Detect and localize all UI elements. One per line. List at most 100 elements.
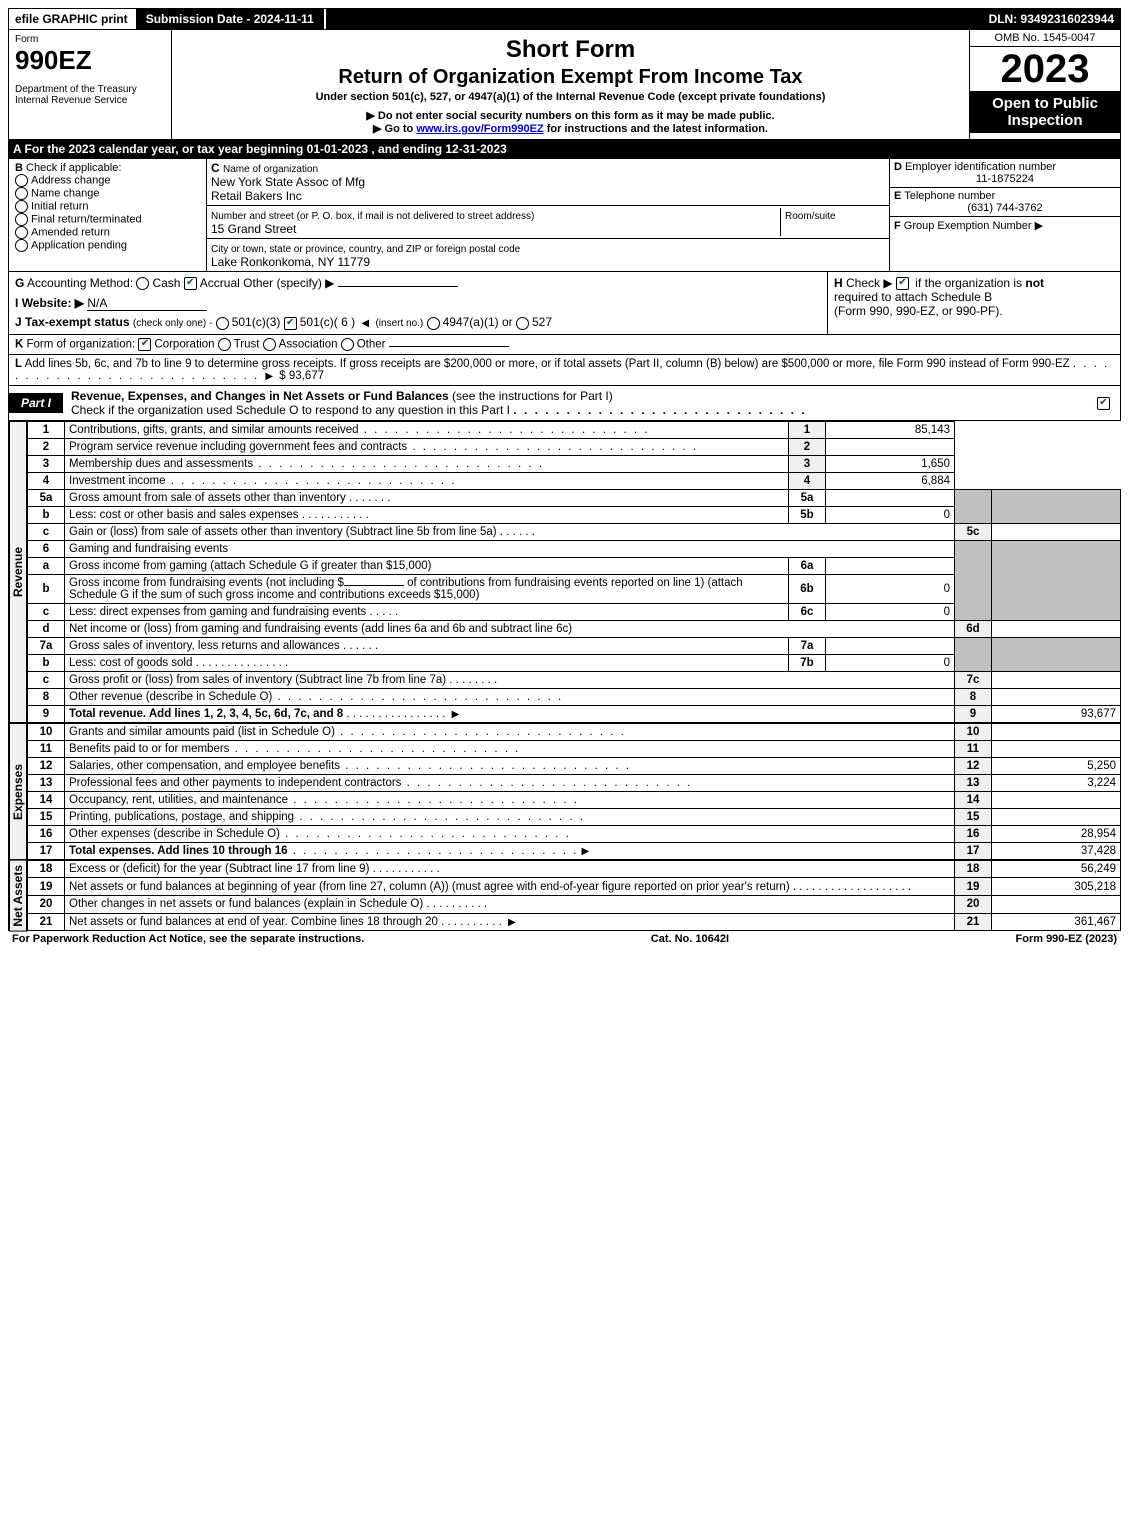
side-label-expenses: Expenses <box>9 723 27 860</box>
c-label: C <box>211 161 220 175</box>
c-room-label: Room/suite <box>785 211 836 222</box>
h-forms: (Form 990, 990-EZ, or 990-PF). <box>834 304 1003 318</box>
efile-print-label[interactable]: efile GRAPHIC print <box>9 9 134 29</box>
chk-trust[interactable] <box>218 338 231 351</box>
opt-accrual: Accrual <box>200 276 240 290</box>
row-i: I Website: ▶ N/A <box>15 296 821 311</box>
j-text: Tax-exempt status <box>25 315 129 329</box>
chk-association[interactable] <box>263 338 276 351</box>
revenue-table: 1Contributions, gifts, grants, and simil… <box>27 421 1121 723</box>
chk-cash[interactable] <box>136 277 149 290</box>
table-row: 6Gaming and fundraising events <box>28 540 1121 557</box>
row-k: K Form of organization: Corporation Trus… <box>8 335 1121 355</box>
arrow-icon <box>262 370 276 382</box>
row-l: L Add lines 5b, 6c, and 7b to line 9 to … <box>8 355 1121 386</box>
g-label: G <box>15 276 24 290</box>
b-label: B <box>15 162 23 174</box>
chk-address-change[interactable] <box>15 174 28 187</box>
form-word: Form <box>15 34 165 45</box>
j-label: J <box>15 315 22 329</box>
chk-527[interactable] <box>516 317 529 330</box>
dots-icon <box>513 403 806 417</box>
opt-501c3: 501(c)(3) <box>232 315 281 329</box>
note-goto-post: for instructions and the latest informat… <box>544 123 768 135</box>
title-return: Return of Organization Exempt From Incom… <box>176 66 965 89</box>
table-row: 21Net assets or fund balances at end of … <box>28 913 1121 931</box>
opt-4947: 4947(a)(1) or <box>443 315 513 329</box>
top-bar: efile GRAPHIC print Submission Date - 20… <box>8 8 1121 30</box>
opt-527: 527 <box>532 315 552 329</box>
opt-trust: Trust <box>234 338 260 350</box>
e-label: E <box>894 190 901 202</box>
b-check-if: Check if applicable: <box>26 162 121 174</box>
page-footer: For Paperwork Reduction Act Notice, see … <box>8 931 1121 947</box>
dept-line-2: Internal Revenue Service <box>15 95 165 106</box>
opt-initial-return: Initial return <box>31 200 88 212</box>
opt-name-change: Name change <box>31 187 100 199</box>
part-i-label: Part I <box>9 393 63 413</box>
opt-address-change: Address change <box>31 174 111 186</box>
table-row: 15Printing, publications, postage, and s… <box>28 808 1121 825</box>
shaded-cell <box>955 540 992 620</box>
footer-left: For Paperwork Reduction Act Notice, see … <box>12 933 364 945</box>
chk-other-org[interactable] <box>341 338 354 351</box>
footer-right-bold: 990-EZ <box>1046 933 1082 945</box>
section-bcdef: B Check if applicable: Address change Na… <box>8 159 1121 272</box>
omb-number: OMB No. 1545-0047 <box>970 30 1120 47</box>
c-name-label: Name of organization <box>223 164 318 175</box>
chk-accrual[interactable] <box>184 277 197 290</box>
table-row: 12Salaries, other compensation, and empl… <box>28 757 1121 774</box>
footer-right-post: (2023) <box>1082 933 1117 945</box>
chk-name-change[interactable] <box>15 187 28 200</box>
table-row: 7aGross sales of inventory, less returns… <box>28 637 1121 654</box>
org-name-2: Retail Bakers Inc <box>211 189 302 203</box>
chk-amended-return[interactable] <box>15 226 28 239</box>
l-text: Add lines 5b, 6c, and 7b to line 9 to de… <box>25 358 1070 370</box>
org-street: 15 Grand Street <box>211 222 296 236</box>
table-row: 3Membership dues and assessments31,650 <box>28 455 1121 472</box>
side-label-net-assets: Net Assets <box>9 860 27 932</box>
other-org-field[interactable] <box>389 346 509 347</box>
expenses-table: 10Grants and similar amounts paid (list … <box>27 723 1121 860</box>
table-row: cGross profit or (loss) from sales of in… <box>28 671 1121 688</box>
c-city-label: City or town, state or province, country… <box>211 244 520 255</box>
footer-mid: Cat. No. 10642I <box>651 933 729 945</box>
expenses-section: Expenses 10Grants and similar amounts pa… <box>8 723 1121 860</box>
opt-application-pending: Application pending <box>31 239 127 251</box>
chk-corporation[interactable] <box>138 338 151 351</box>
f-group-label: Group Exemption Number <box>904 220 1032 232</box>
d-ein-label: Employer identification number <box>905 161 1056 173</box>
k-text: Form of organization: <box>27 338 136 350</box>
side-label-revenue: Revenue <box>9 421 27 723</box>
table-row: 14Occupancy, rent, utilities, and mainte… <box>28 791 1121 808</box>
header-right: OMB No. 1545-0047 2023 Open to Public In… <box>969 30 1120 139</box>
f-label: F <box>894 220 901 232</box>
chk-final-return[interactable] <box>15 213 28 226</box>
part-i-check-line: Check if the organization used Schedule … <box>71 403 510 417</box>
note-goto-pre: ▶ Go to <box>373 123 416 135</box>
chk-schedule-b-not-required[interactable] <box>896 277 909 290</box>
chk-schedule-o-used[interactable] <box>1097 397 1110 410</box>
table-row: 10Grants and similar amounts paid (list … <box>28 723 1121 740</box>
irs-link[interactable]: www.irs.gov/Form990EZ <box>416 123 543 135</box>
footer-right-pre: Form <box>1016 933 1047 945</box>
table-row: 20Other changes in net assets or fund ba… <box>28 895 1121 913</box>
shaded-cell <box>992 540 1121 620</box>
j-hint: (check only one) - <box>133 318 212 329</box>
table-row: 17Total expenses. Add lines 10 through 1… <box>28 842 1121 859</box>
website-value: N/A <box>87 296 207 311</box>
f-arrow-icon: ▶ <box>1035 220 1043 232</box>
chk-initial-return[interactable] <box>15 200 28 213</box>
h-req: required to attach Schedule B <box>834 290 992 304</box>
table-row: 18Excess or (deficit) for the year (Subt… <box>28 860 1121 878</box>
chk-501c[interactable] <box>284 317 297 330</box>
other-specify-field[interactable] <box>338 286 458 287</box>
chk-application-pending[interactable] <box>15 239 28 252</box>
chk-501c3[interactable] <box>216 317 229 330</box>
col-c: C Name of organization New York State As… <box>207 159 889 271</box>
row-g: G Accounting Method: Cash Accrual Other … <box>15 276 821 290</box>
col-def: D Employer identification number 11-1875… <box>889 159 1120 271</box>
footer-right: Form 990-EZ (2023) <box>1016 933 1118 945</box>
j-insert: (insert no.) <box>375 318 423 329</box>
chk-4947[interactable] <box>427 317 440 330</box>
